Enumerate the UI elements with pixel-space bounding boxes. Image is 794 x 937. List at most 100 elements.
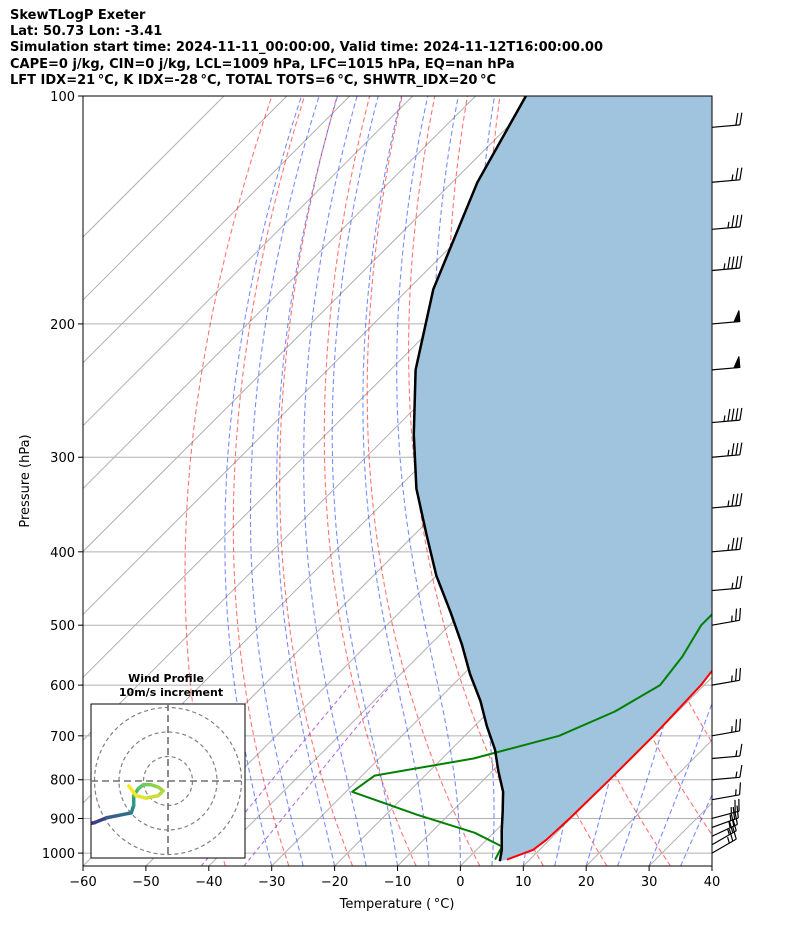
x-tick-label: −10: [384, 875, 411, 890]
barb-full: [731, 493, 735, 507]
mixing-ratio-line: [243, 684, 392, 866]
barb-half: [727, 221, 730, 229]
barb-full: [731, 256, 735, 269]
chart-header: SkewTLogP Exeter Lat: 50.73 Lon: -3.41 S…: [10, 8, 603, 89]
barb-half: [729, 814, 732, 821]
wind-barb: [711, 310, 741, 325]
chart-title: SkewTLogP Exeter: [10, 8, 146, 23]
barb-full: [739, 214, 743, 227]
moist-adiabat-line: [617, 96, 702, 866]
y-tick-label: 300: [50, 451, 75, 466]
inset-subtitle: 10m/s increment: [119, 686, 223, 699]
isotherm-line: [83, 96, 225, 238]
cape-cin-shading: [413, 96, 712, 862]
barb-full: [739, 255, 743, 269]
barb-full: [731, 215, 735, 228]
moist-adiabat-line: [680, 793, 712, 866]
moist-adiabat-line: [224, 96, 303, 866]
dewpoint-profile: [351, 612, 712, 861]
barb-full: [738, 782, 742, 795]
barb-full: [732, 818, 737, 831]
isotherm-line: [83, 96, 351, 364]
barb-full: [739, 112, 743, 125]
moist-adiabat-line: [249, 96, 320, 866]
moist-adiabat-line: [648, 701, 712, 866]
x-axis-title: Temperature ( °C): [339, 897, 455, 912]
barb-full: [735, 719, 738, 732]
y-tick-label: 900: [50, 812, 75, 827]
y-axis-title: Pressure (hPa): [18, 434, 33, 527]
wind-barb: [711, 743, 743, 760]
barb-half: [727, 828, 730, 835]
y-tick-label: 700: [50, 730, 75, 745]
barb-full: [739, 167, 743, 180]
barb-full: [731, 408, 735, 421]
x-tick-label: 0: [456, 875, 464, 890]
hodograph-segment: [117, 811, 133, 818]
isotherm-line: [83, 96, 476, 490]
barb-shaft: [711, 823, 738, 837]
indices-line-1: CAPE=0 j/kg, CIN=0 j/kg, LCL=1009 hPa, L…: [10, 56, 515, 72]
barb-half: [723, 263, 726, 270]
barb-full: [727, 408, 731, 422]
barb-full: [732, 827, 737, 840]
barb-shaft: [711, 817, 739, 829]
moist-adiabat-line: [303, 96, 367, 866]
barb-full: [738, 667, 742, 681]
isotherm-line: [334, 487, 712, 866]
wind-barb: [711, 798, 740, 820]
barb-flag: [733, 310, 741, 323]
barb-shaft: [711, 619, 740, 626]
location-line: Lat: 50.73 Lon: -3.41: [10, 24, 163, 40]
barb-full: [735, 256, 739, 269]
barb-full: [728, 829, 734, 842]
barb-full: [735, 493, 739, 506]
barb-shaft: [711, 124, 740, 128]
barb-half: [735, 750, 738, 757]
hodograph-segment: [92, 816, 109, 825]
x-tick-label: 30: [641, 875, 658, 890]
barb-shaft: [711, 267, 740, 272]
barb-flag: [733, 356, 741, 369]
wind-barb: [711, 493, 743, 509]
y-tick-label: 500: [50, 619, 75, 634]
wind-barb: [711, 537, 743, 553]
barb-full: [731, 443, 735, 456]
barb-full: [735, 167, 739, 181]
barb-half: [735, 771, 738, 778]
dry-adiabat-line: [366, 96, 481, 866]
dry-adiabat-line: [279, 96, 354, 866]
dry-adiabat-line: [184, 96, 273, 866]
barb-shaft: [711, 179, 740, 183]
barb-full: [739, 575, 743, 589]
moist-adiabat-line: [711, 864, 712, 866]
wind-barb: [711, 607, 742, 626]
wind-barb: [711, 764, 743, 781]
barb-full: [735, 608, 738, 622]
wind-barb: [711, 407, 743, 424]
barb-half: [723, 415, 726, 422]
plot-area: [83, 96, 794, 866]
hodograph-segment: [127, 784, 138, 798]
barb-half: [727, 836, 730, 844]
x-tick-label: −30: [258, 875, 285, 890]
dry-adiabat-line: [761, 96, 794, 866]
barb-full: [731, 537, 735, 551]
isotherm-line: [711, 865, 712, 866]
y-tick-label: 600: [50, 679, 75, 694]
x-tick-label: −50: [132, 875, 159, 890]
barb-shaft: [711, 548, 740, 553]
x-tick-label: −20: [321, 875, 348, 890]
barb-shaft: [711, 226, 740, 230]
barb-shaft: [711, 838, 737, 854]
moist-adiabat-line: [331, 96, 399, 866]
wind-barb: [711, 167, 743, 183]
barb-half: [728, 821, 731, 828]
wind-barb: [711, 575, 743, 592]
wind-barb: [711, 667, 742, 686]
barb-shaft: [711, 587, 740, 592]
barb-full: [735, 408, 739, 421]
dry-adiabat-line: [232, 96, 306, 866]
parcel-profile: [412, 96, 527, 862]
